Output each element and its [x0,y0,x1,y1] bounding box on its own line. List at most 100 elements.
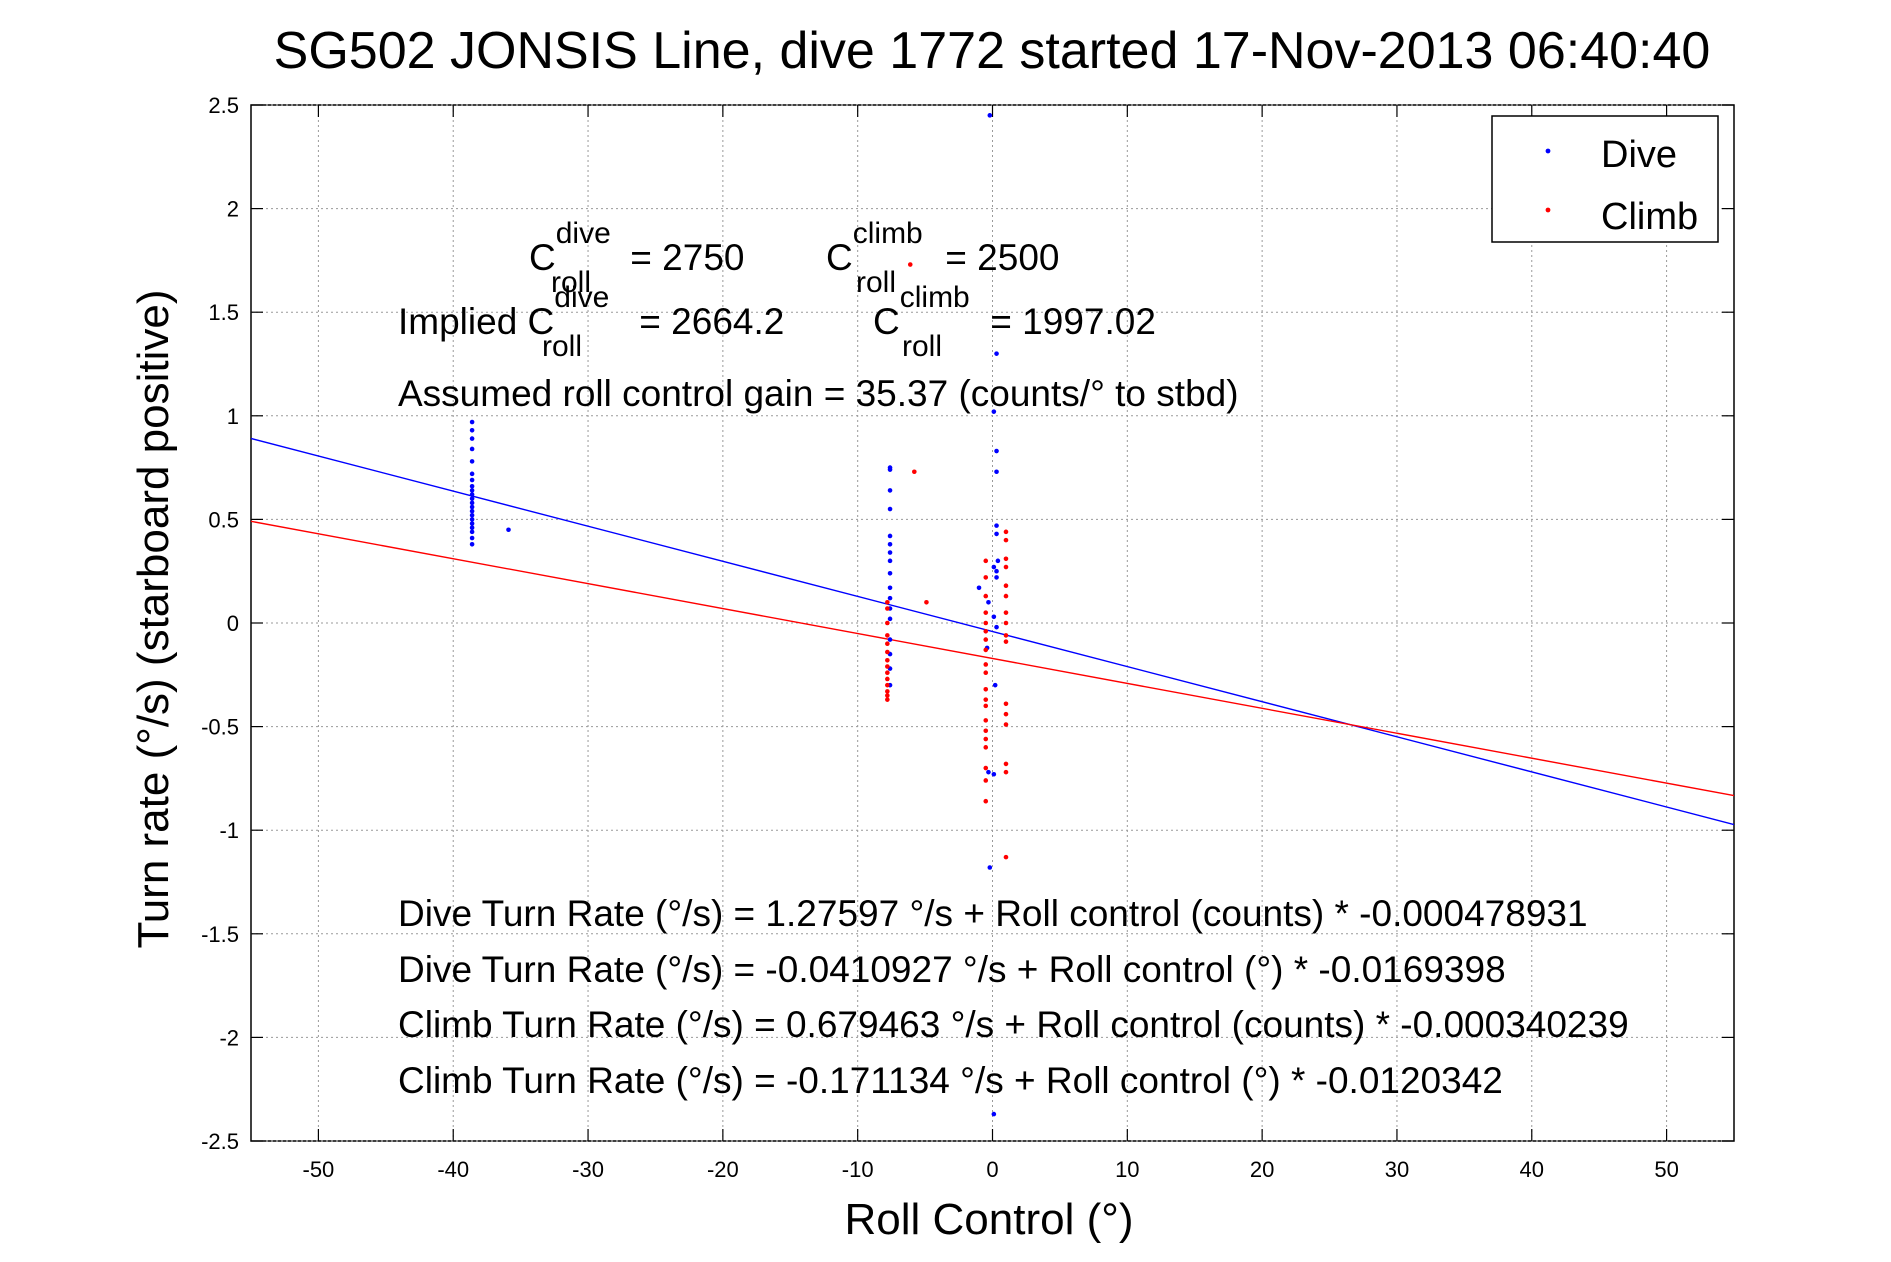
y-tick-label: 0 [227,611,239,636]
dive-point [469,535,475,541]
climb-point [983,620,989,626]
dive-point [994,448,999,454]
equation-4: Climb Turn Rate (°/s) = -0.171134 °/s + … [398,1060,1503,1101]
climb-point [983,593,989,599]
legend: Dive Climb [1491,115,1719,243]
dive-point [887,558,893,564]
dive-point [469,529,475,535]
x-tick-label: 40 [1520,1157,1544,1182]
dive-point [469,428,475,433]
climb-point [983,670,989,676]
dive-point [506,527,511,533]
roll-gain-note: Assumed roll control gain = 35.37 (count… [398,373,1239,414]
dive-point [994,351,999,356]
dive-point [986,599,991,605]
legend-box [1491,115,1719,243]
series-climb [885,262,1009,860]
climb-point [1003,722,1009,727]
dive-point [887,467,893,472]
climb-point [885,606,890,611]
climb-point [1003,610,1009,615]
equation-1: Dive Turn Rate (°/s) = 1.27597 °/s + Rol… [398,893,1588,934]
climb-point [885,599,890,605]
dive-point [887,570,893,576]
dive-point [991,771,997,777]
dive-point [469,500,475,506]
fit-lines [251,437,1734,826]
climb-point [885,633,890,638]
climb-point [983,687,989,692]
implied-c-roll-dive: Implied Cdive roll = 2664.2 [398,281,784,363]
dive-point [469,508,475,514]
y-tick-label: -2 [219,1025,239,1050]
dive-point [469,446,475,452]
legend-label-climb: Climb [1601,196,1698,238]
dive-point [469,504,475,510]
y-tick-label: 0.5 [208,507,239,532]
dive-point [887,488,893,493]
climb-point [885,693,890,698]
climb-point [1003,854,1009,860]
implied-c-roll-climb: Cclimb roll = 1997.02 [873,281,1156,363]
dive-point [469,488,475,493]
dive-point [469,525,475,530]
climb-point [924,599,929,605]
climb-point [983,745,989,750]
dive-point [992,682,998,688]
dive-point [469,521,475,526]
y-tick-label: 2.5 [208,93,239,118]
x-tick-label: -30 [572,1157,604,1182]
dive-point [887,533,893,539]
climb-point [1003,633,1009,638]
climb-point [885,664,890,669]
climb-point [885,697,890,702]
dive-point [994,523,999,528]
climb-point [885,649,890,655]
x-tick-label: 30 [1385,1157,1409,1182]
dive-point [469,483,475,489]
dive-point [987,865,993,870]
axis-ticks: -50 -40 -30 -20 -10 0 10 20 30 40 50 2.5 2 1.5 1 0.5 0 -0… [201,93,1734,1182]
x-tick-label: 0 [986,1157,998,1182]
x-tick-label: 20 [1250,1157,1274,1182]
climb-point [983,558,989,564]
climb-point [983,798,989,804]
legend-marker-climb [1545,207,1551,213]
climb-point [983,662,989,667]
climb-point [983,575,989,580]
dive-point [994,575,999,580]
climb-point [1003,761,1009,767]
x-axis-label: Roll Control (°) [845,1195,1134,1244]
climb-point [1003,537,1009,543]
dive-point [469,419,475,425]
x-tick-label: -40 [437,1157,469,1182]
climb-point [1003,711,1009,717]
dive-point [991,409,997,414]
y-tick-label: -0.5 [201,715,239,740]
dive-point [469,459,475,464]
annotations: Cdive roll = 2750 Cclimb roll = 2500 Impli… [398,217,1629,1101]
dive-point [469,517,475,522]
scatter-points [469,113,1009,1117]
climb-point [983,778,989,783]
dive-point [887,585,893,591]
dive-point [887,506,893,512]
climb-point [983,697,989,702]
climb-point [1003,620,1009,626]
y-tick-label: -1 [219,818,239,843]
y-tick-label: 1.5 [208,300,239,325]
climb-point [1003,701,1009,707]
y-tick-label: 1 [227,404,239,429]
climb-point [983,610,989,615]
equation-2: Dive Turn Rate (°/s) = -0.0410927 °/s + … [398,949,1506,990]
dive-point [469,492,475,497]
legend-label-dive: Dive [1601,134,1677,176]
climb-point [907,262,913,267]
climb-point [885,676,890,682]
x-tick-label: -20 [707,1157,739,1182]
climb-point [885,620,890,626]
y-tick-label: 2 [227,197,239,222]
x-tick-label: 50 [1654,1157,1678,1182]
dive-point [887,616,893,622]
